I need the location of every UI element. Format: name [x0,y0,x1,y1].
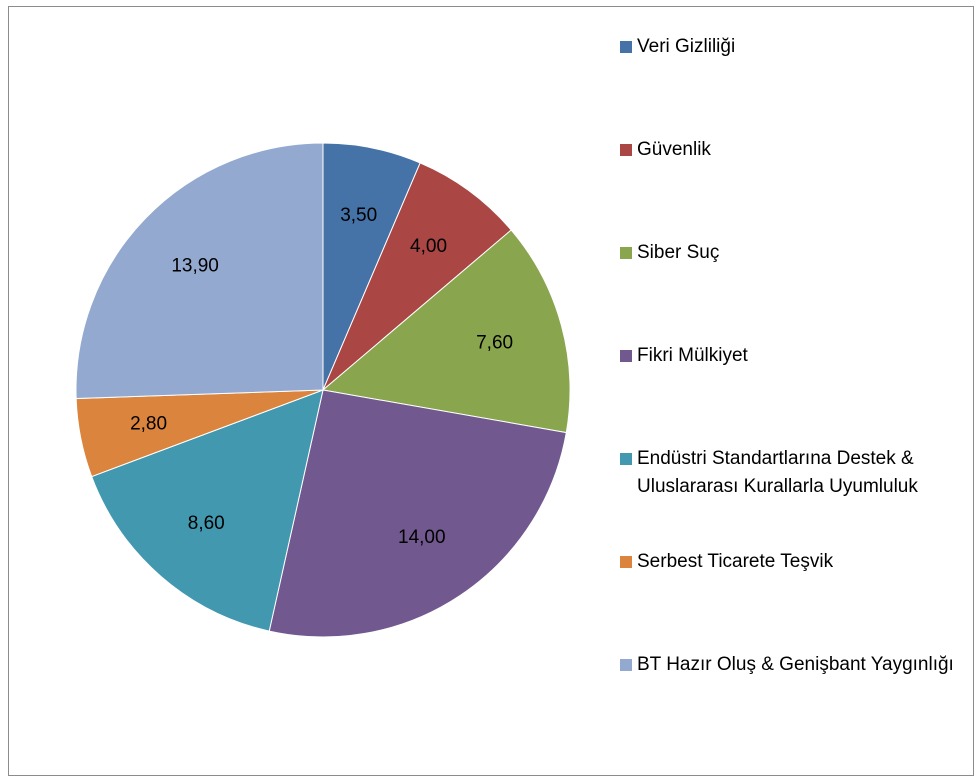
pie-slice [322,162,512,391]
legend-label: Fikri Mülkiyet [637,345,748,366]
legend-swatch [620,247,632,259]
data-label: 13,90 [171,255,219,276]
legend-item: Siber Suç [620,239,970,267]
legend-item: Fikri Mülkiyet [620,342,970,370]
legend-label: Veri Gizliliği [637,36,736,57]
legend-swatch [620,453,632,465]
data-label: 4,00 [410,236,447,257]
legend-label: Endüstri Standartlarına Destek & Uluslar… [637,448,918,497]
legend-item: BT Hazır Oluş & Genişbant Yaygınlığı [620,651,970,679]
legend-swatch [620,144,632,156]
chart-border [8,6,974,776]
legend-label: Serbest Ticarete Teşvik [637,551,834,572]
data-label: 2,80 [130,414,167,435]
legend-item: Güvenlik [620,136,970,164]
legend-swatch [620,556,632,568]
data-label: 14,00 [398,527,446,548]
legend-swatch [620,659,632,671]
pie-slice [91,389,324,632]
data-label: 8,60 [188,513,225,534]
data-label: 7,60 [476,332,513,353]
legend-label: BT Hazır Oluş & Genişbant Yaygınlığı [637,654,954,675]
legend-label: Siber Suç [637,242,720,263]
data-label: 3,50 [340,205,377,226]
legend-swatch [620,41,632,53]
pie-slice [268,389,567,638]
legend-swatch [620,350,632,362]
legend-item: Veri Gizliliği [620,33,970,61]
legend-label: Güvenlik [637,139,711,160]
legend-item: Serbest Ticarete Teşvik [620,548,970,576]
pie-slice [75,142,324,400]
legend-item: Endüstri Standartlarına Destek & Uluslar… [620,445,970,501]
pie-slice [321,229,571,434]
